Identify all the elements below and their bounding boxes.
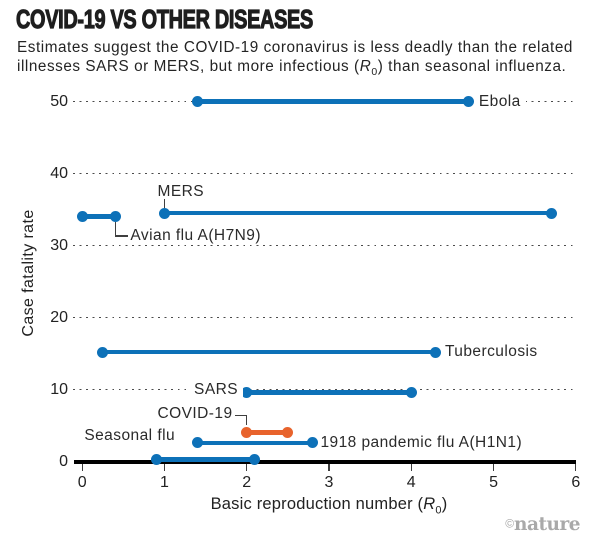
x-tick-6 — [575, 463, 577, 471]
r0-symbol: R — [359, 57, 372, 75]
y-tick-label-10: 10 — [50, 380, 68, 398]
gridline-y-20 — [73, 316, 576, 319]
series-label-tuberculosis: Tuberculosis — [444, 343, 538, 361]
range-dot-seasonal-flu-min — [150, 454, 162, 466]
figure-title: COVID-19 VS OTHER DISEASES — [16, 5, 314, 34]
series-label-sars: SARS — [189, 381, 244, 400]
range-bar-seasonal-flu — [156, 457, 255, 462]
gridline-y-40 — [73, 172, 576, 175]
range-bar-ebola — [197, 99, 469, 104]
x-axis-title: Basic reproduction number (R0) — [210, 495, 448, 517]
range-bar-tuberculosis — [102, 349, 436, 355]
range-bar-avian-flu-a-h7n9 — [82, 214, 116, 219]
x-axis-title-close: ) — [441, 495, 448, 513]
x-tick-0 — [81, 463, 83, 471]
x-tick-5 — [492, 463, 495, 471]
x-tick-label-4: 4 — [406, 474, 416, 491]
leader-line-covid-19-2 — [245, 414, 247, 425]
gridline-y-10 — [73, 388, 576, 391]
range-dot-covid-19-min — [241, 427, 253, 439]
range-dot-seasonal-flu-max — [249, 454, 261, 466]
subtitle-line2-pre: illnesses SARS or MERS, but more infecti… — [17, 57, 360, 75]
copyright-icon: © — [505, 516, 515, 531]
x-tick-3 — [328, 463, 330, 471]
series-label-seasonal-flu: Seasonal flu — [84, 427, 176, 445]
series-label-covid-19: COVID-19 — [157, 405, 233, 422]
range-bar-covid-19 — [246, 430, 288, 435]
range-bar-mers — [164, 210, 552, 216]
range-bar-sars — [246, 390, 412, 395]
series-label-mers: MERS — [157, 182, 205, 200]
x-tick-1 — [163, 463, 165, 471]
r0-subscript: 0 — [435, 504, 442, 517]
range-dot-1918-pandemic-flu-a-h1n1-max — [307, 437, 319, 449]
leader-line-covid-19-1 — [234, 414, 247, 417]
credit: ©nature — [505, 514, 580, 535]
range-dot-tuberculosis-min — [97, 346, 109, 358]
range-dot-mers-max — [545, 207, 557, 219]
leader-line-avian-flu-a-h7n9-1 — [114, 222, 116, 237]
x-axis-title-text: Basic reproduction number ( — [210, 495, 424, 513]
range-dot-1918-pandemic-flu-a-h1n1-min — [191, 437, 203, 449]
leader-line-avian-flu-a-h7n9-2 — [114, 235, 128, 237]
series-label-1918-pandemic-flu-a-h1n1: 1918 pandemic flu A(H1N1) — [320, 433, 523, 451]
range-dot-avian-flu-a-h7n9-min — [76, 211, 88, 223]
series-label-ebola: Ebola — [473, 92, 526, 111]
leader-line-mers-1 — [163, 198, 166, 208]
y-tick-label-0: 0 — [59, 452, 68, 470]
x-axis-line — [74, 459, 576, 464]
series-label-avian-flu-a-h7n9: Avian flu A(H7N9) — [130, 227, 261, 245]
range-dot-ebola-min — [191, 96, 203, 107]
y-axis-title: Case fatality rate — [20, 209, 37, 337]
x-tick-label-1: 1 — [160, 474, 169, 491]
figure-subtitle: Estimates suggest the COVID-19 coronavir… — [17, 38, 573, 78]
y-tick-label-40: 40 — [50, 164, 68, 182]
range-dot-sars-min — [241, 386, 253, 398]
subtitle-line1: Estimates suggest the COVID-19 coronavir… — [17, 38, 573, 56]
subtitle-line2-post: ) than seasonal influenza. — [377, 57, 567, 75]
range-dot-sars-max — [405, 386, 417, 398]
y-tick-label-50: 50 — [50, 92, 68, 110]
gridline-y-30 — [73, 244, 576, 247]
r0-subscript: 0 — [371, 65, 378, 78]
x-tick-label-5: 5 — [489, 474, 498, 491]
r0-symbol: R — [423, 495, 436, 513]
y-tick-label-20: 20 — [50, 308, 68, 326]
range-dot-ebola-max — [463, 96, 475, 107]
range-dot-mers-min — [158, 207, 170, 219]
range-dot-tuberculosis-max — [430, 346, 442, 358]
nature-wordmark: nature — [514, 514, 580, 535]
x-tick-label-6: 6 — [571, 474, 581, 491]
range-dot-covid-19-max — [282, 427, 294, 439]
range-dot-avian-flu-a-h7n9-max — [109, 211, 121, 223]
y-tick-label-30: 30 — [50, 236, 68, 254]
x-tick-2 — [246, 463, 248, 471]
x-tick-label-2: 2 — [242, 474, 252, 491]
x-tick-label-3: 3 — [324, 474, 334, 491]
x-tick-4 — [410, 463, 412, 471]
range-bar-1918-pandemic-flu-a-h1n1 — [197, 440, 313, 446]
x-tick-label-0: 0 — [77, 474, 87, 491]
